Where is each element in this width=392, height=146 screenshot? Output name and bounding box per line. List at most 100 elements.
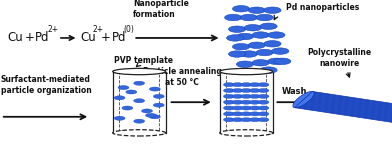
Circle shape (241, 106, 252, 110)
Circle shape (145, 113, 156, 117)
Ellipse shape (113, 130, 165, 136)
Circle shape (118, 86, 129, 90)
Circle shape (223, 106, 234, 110)
Ellipse shape (293, 91, 314, 108)
Circle shape (227, 35, 244, 41)
Circle shape (252, 32, 269, 38)
Circle shape (248, 42, 265, 48)
Circle shape (258, 118, 269, 122)
Circle shape (134, 81, 145, 85)
Circle shape (241, 88, 252, 93)
Circle shape (114, 96, 125, 100)
Text: Particle annealing
at 50 °C: Particle annealing at 50 °C (143, 67, 222, 87)
Circle shape (240, 51, 258, 57)
Circle shape (153, 103, 164, 107)
Text: Cu: Cu (7, 31, 23, 45)
Circle shape (232, 44, 250, 50)
Text: +: + (101, 31, 111, 45)
Text: Cu: Cu (80, 31, 96, 45)
Bar (226, 72, 266, 130)
Circle shape (252, 60, 269, 66)
Circle shape (134, 119, 145, 123)
Text: Pd: Pd (112, 31, 126, 45)
Circle shape (249, 118, 260, 122)
Circle shape (229, 51, 246, 57)
Circle shape (229, 26, 246, 32)
Circle shape (241, 100, 252, 104)
Circle shape (223, 83, 234, 87)
Circle shape (114, 116, 125, 120)
Circle shape (241, 83, 252, 87)
Circle shape (134, 99, 145, 103)
Circle shape (223, 118, 234, 122)
Circle shape (272, 48, 289, 54)
Circle shape (223, 112, 234, 116)
Circle shape (126, 90, 137, 94)
Circle shape (241, 112, 252, 116)
Ellipse shape (113, 68, 165, 75)
Circle shape (264, 41, 281, 47)
Circle shape (232, 112, 243, 116)
Text: 2+: 2+ (48, 25, 59, 34)
Text: +: + (25, 31, 34, 45)
Circle shape (244, 25, 261, 31)
Text: PVP template: PVP template (114, 56, 172, 65)
Circle shape (249, 88, 260, 93)
Text: (0): (0) (124, 25, 135, 34)
Text: Nanoparticle
formation: Nanoparticle formation (133, 0, 189, 19)
Circle shape (232, 94, 243, 98)
Circle shape (232, 83, 243, 87)
Circle shape (264, 7, 281, 13)
Bar (220, 72, 273, 133)
Circle shape (256, 49, 273, 56)
Circle shape (149, 87, 160, 91)
Bar (295, 91, 392, 125)
Bar (113, 72, 165, 133)
Ellipse shape (220, 68, 272, 75)
Circle shape (268, 32, 285, 38)
Circle shape (274, 58, 291, 65)
Circle shape (241, 118, 252, 122)
Circle shape (223, 88, 234, 93)
Circle shape (153, 94, 164, 98)
Circle shape (249, 83, 260, 87)
Circle shape (223, 94, 234, 98)
Circle shape (249, 94, 260, 98)
Text: 2+: 2+ (93, 25, 104, 34)
Circle shape (260, 67, 277, 73)
Circle shape (232, 106, 243, 110)
Circle shape (240, 14, 258, 21)
Bar (295, 91, 392, 125)
Circle shape (256, 14, 273, 21)
Circle shape (244, 68, 261, 75)
Circle shape (249, 112, 260, 116)
Text: Polycrystalline
nanowire: Polycrystalline nanowire (307, 48, 371, 68)
Text: Wash: Wash (282, 87, 308, 97)
Circle shape (232, 100, 243, 104)
Circle shape (258, 100, 269, 104)
Circle shape (149, 115, 160, 119)
Circle shape (249, 106, 260, 110)
Circle shape (258, 112, 269, 116)
Circle shape (249, 100, 260, 104)
Circle shape (232, 6, 250, 12)
Circle shape (232, 88, 243, 93)
Circle shape (258, 94, 269, 98)
Circle shape (248, 7, 265, 13)
Circle shape (258, 88, 269, 93)
Circle shape (236, 61, 254, 67)
Circle shape (258, 106, 269, 110)
Text: Surfactant-mediated
particle organization: Surfactant-mediated particle organizatio… (1, 75, 92, 95)
Circle shape (268, 58, 285, 65)
Circle shape (225, 14, 242, 21)
Circle shape (258, 83, 269, 87)
Bar (119, 72, 159, 130)
Ellipse shape (220, 130, 272, 136)
Circle shape (236, 33, 254, 40)
Circle shape (260, 23, 277, 29)
Circle shape (223, 100, 234, 104)
Text: Pd: Pd (35, 31, 50, 45)
Text: Pd nanoparticles: Pd nanoparticles (286, 3, 359, 12)
Circle shape (241, 94, 252, 98)
Circle shape (232, 118, 243, 122)
